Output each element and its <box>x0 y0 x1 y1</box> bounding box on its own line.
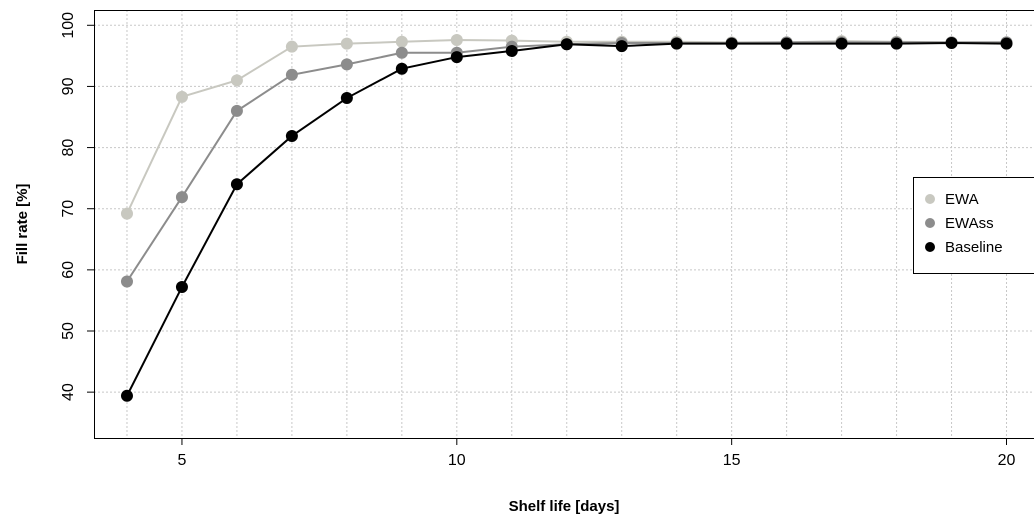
data-point-baseline <box>615 40 628 53</box>
x-tick-label: 15 <box>723 452 741 469</box>
data-point-ewass <box>175 191 188 204</box>
legend-marker-baseline <box>925 242 935 252</box>
y-tick-label: 60 <box>60 261 77 279</box>
data-point-baseline <box>340 92 353 105</box>
y-axis-title: Fill rate [%] <box>14 184 31 265</box>
legend-label-ewa: EWA <box>945 191 979 208</box>
data-point-baseline <box>120 389 133 402</box>
data-point-ewass <box>285 68 298 81</box>
data-point-baseline <box>780 37 793 50</box>
data-point-baseline <box>285 129 298 142</box>
data-point-baseline <box>560 38 573 51</box>
axes: 5 10 15 20 40 50 60 70 80 90 100 <box>60 12 1016 469</box>
data-point-ewa <box>450 33 463 46</box>
data-point-ewass <box>395 46 408 59</box>
data-point-baseline <box>670 37 683 50</box>
y-tick-label: 100 <box>60 12 77 39</box>
data-point-ewass <box>120 275 133 288</box>
data-point-ewa <box>395 35 408 48</box>
data-point-ewa <box>230 74 243 87</box>
data-point-baseline <box>890 37 903 50</box>
x-tick-label: 20 <box>998 452 1016 469</box>
x-tick-label: 10 <box>448 452 466 469</box>
legend-marker-ewass <box>925 218 935 228</box>
data-point-ewa <box>285 40 298 53</box>
plot-frame <box>94 10 1034 439</box>
data-point-baseline <box>945 37 958 50</box>
y-tick-label: 50 <box>60 322 77 340</box>
y-tick-label: 40 <box>60 383 77 401</box>
data-point-baseline <box>175 280 188 293</box>
series-baseline <box>120 37 1013 402</box>
legend-label-ewass: EWAss <box>945 215 994 232</box>
data-point-baseline <box>725 37 738 50</box>
x-tick-label: 5 <box>178 452 187 469</box>
y-tick-label: 70 <box>60 200 77 218</box>
data-point-baseline <box>1000 37 1013 50</box>
data-point-ewass <box>230 104 243 117</box>
data-point-baseline <box>230 178 243 191</box>
data-point-baseline <box>450 51 463 64</box>
legend-label-baseline: Baseline <box>945 239 1003 256</box>
data-point-baseline <box>835 37 848 50</box>
y-tick-label: 80 <box>60 139 77 157</box>
x-axis-title: Shelf life [days] <box>509 498 620 515</box>
series-layer <box>120 33 1013 402</box>
legend-marker-ewa <box>925 194 935 204</box>
data-point-ewass <box>340 58 353 71</box>
grid-lines <box>94 10 1034 438</box>
data-point-ewa <box>175 90 188 103</box>
legend: EWA EWAss Baseline <box>913 177 1034 274</box>
data-point-ewa <box>340 37 353 50</box>
data-point-baseline <box>505 44 518 57</box>
data-point-ewa <box>120 207 133 220</box>
y-tick-label: 90 <box>60 77 77 95</box>
data-point-baseline <box>395 62 408 75</box>
